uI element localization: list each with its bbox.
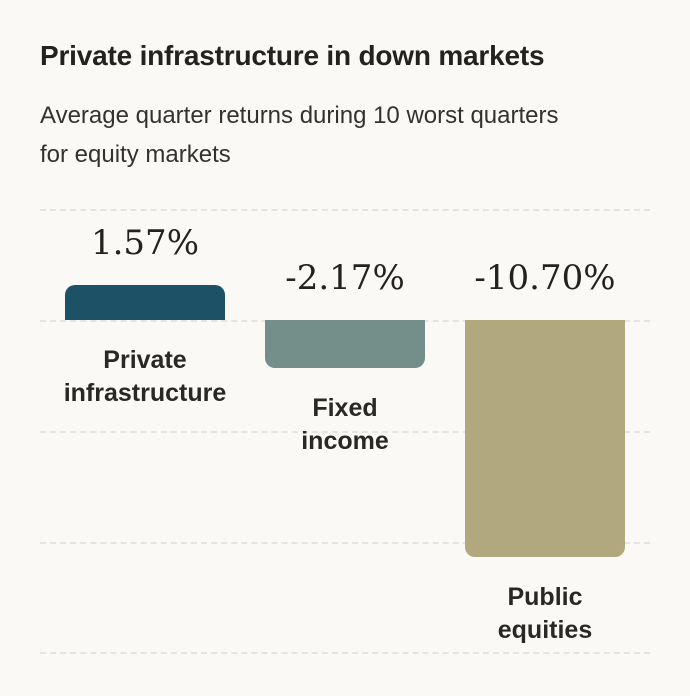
category-label-line: infrastructure	[63, 379, 227, 407]
value-label-fixed-income: -2.17%	[285, 258, 405, 298]
chart-subtitle: Average quarter returns during 10 worst …	[40, 102, 559, 168]
bar-private-infrastructure	[65, 285, 225, 320]
category-label-public-equities: Public equities	[425, 581, 665, 647]
value-label-public-equities: -10.70%	[474, 258, 616, 298]
category-label-line: income	[301, 427, 389, 456]
bar-public-equities	[465, 320, 625, 557]
category-label-line: Public	[507, 583, 583, 611]
gridline	[40, 541, 650, 544]
chart-title: Private infrastructure in down markets	[40, 40, 545, 71]
gridline	[40, 652, 650, 655]
bar-fixed-income	[265, 320, 425, 369]
category-label-line: equities	[497, 616, 593, 644]
category-label-line: Fixed	[312, 394, 378, 423]
gridline	[40, 209, 650, 212]
category-label-fixed-income: Fixed income	[225, 392, 465, 458]
category-label-line: Private	[103, 346, 187, 374]
value-label-private-infrastructure: 1.57%	[90, 223, 199, 264]
category-label-private-infrastructure: Private infrastructure	[25, 344, 265, 410]
gridline	[40, 430, 650, 433]
